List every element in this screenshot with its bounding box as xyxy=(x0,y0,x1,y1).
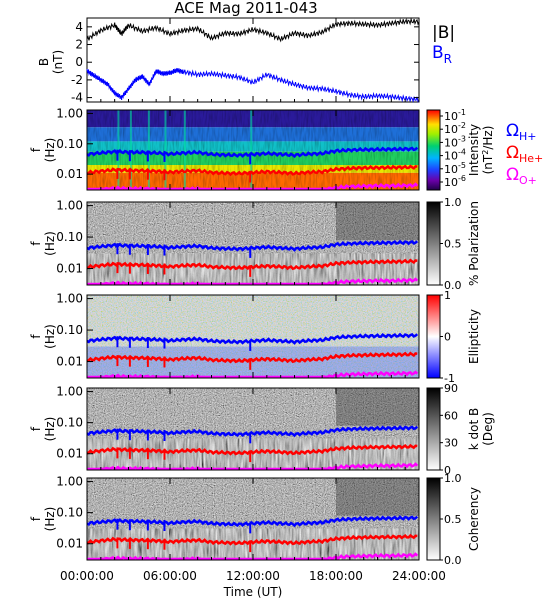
y-tick-label: 1.00 xyxy=(56,199,83,213)
colorbar-tick-label: 1.0 xyxy=(444,196,462,209)
colorbar-tick-label: 0.5 xyxy=(444,238,462,251)
b-ytick-label: -2 xyxy=(71,73,83,87)
freq-ylabel: f xyxy=(29,426,43,431)
y-tick-label: 0.01 xyxy=(56,447,83,461)
gray-dark-region xyxy=(336,388,419,426)
colorbar-label: Intensity xyxy=(467,124,481,176)
y-tick-label: 1.00 xyxy=(56,475,83,489)
b-ytick-label: 4 xyxy=(75,20,83,34)
b-ytick-label: 0 xyxy=(75,55,83,69)
x-tick-label: 06:00:00 xyxy=(143,569,197,583)
colorbar-tick-label: 90 xyxy=(444,382,458,395)
colorbar-tick-base: 10 xyxy=(444,123,458,136)
colorbar-tick-base: 10 xyxy=(444,176,458,189)
gray-dark-region xyxy=(336,478,419,516)
colorbar-label: k dot B xyxy=(467,408,481,450)
legend-b-r-sub: R xyxy=(444,52,452,66)
spectral-panel-coherency: 1.00 0.10 0.01 f (Hz) 1.0 0.5 0.0 Coherency xyxy=(29,472,481,571)
freq-ylabel: f xyxy=(29,147,43,152)
y-tick-label: 0.01 xyxy=(56,262,83,276)
b-ylabel: B xyxy=(37,58,51,66)
freq-ylabel: f xyxy=(29,516,43,521)
y-tick-label: 1.00 xyxy=(56,106,83,120)
spectral-panel-kdotb: 1.00 0.10 0.01 f (Hz) 90 60 30 0 k dot B (Deg) xyxy=(29,382,495,481)
y-tick-label: 1.00 xyxy=(56,292,83,306)
colorbar-tick-exp: -2 xyxy=(458,121,466,130)
colorbar-tick-exp: -1 xyxy=(458,108,466,117)
gray-dark-region xyxy=(336,202,419,240)
colorbar-tick-exp: -5 xyxy=(458,161,466,170)
y-tick-label: 0.01 xyxy=(56,355,83,369)
colorbar-coherency xyxy=(427,478,440,560)
x-tick-label: 12:00:00 xyxy=(226,569,280,583)
y-tick-label: 0.10 xyxy=(56,137,83,151)
b-ytick-label: 2 xyxy=(75,38,83,52)
colorbar-tick-label: 0.5 xyxy=(444,513,462,526)
colorbar-intensity xyxy=(427,110,440,190)
freq-yunit: (Hz) xyxy=(43,324,57,349)
spectral-panel-intensity: 1.000.100.01f (Hz)10-110-210-310-410-510-… xyxy=(29,106,543,200)
colorbar-unit: (nT2/Hz) xyxy=(481,126,495,175)
colorbar-tick-label: 10-6 xyxy=(444,174,466,189)
colorbar-tick-base: 10 xyxy=(444,163,458,176)
freq-ylabel: f xyxy=(29,334,43,339)
y-tick-label: 1.00 xyxy=(56,385,83,399)
colorbar-ellipticity xyxy=(427,295,440,378)
x-axis-label: Time (UT) xyxy=(223,585,283,599)
legend-gyro-2: ΩO+ xyxy=(506,165,537,187)
colorbar-tick-base: 10 xyxy=(444,150,458,163)
y-tick-label: 0.10 xyxy=(56,506,83,520)
freq-ylabel: f xyxy=(29,241,43,246)
y-tick-label: 0.10 xyxy=(56,323,83,337)
colorbar-tick-label: 1.0 xyxy=(444,472,462,485)
colorbar-tick-base: 10 xyxy=(444,136,458,149)
y-tick-label: 0.10 xyxy=(56,416,83,430)
colorbar-tick-exp: -3 xyxy=(458,134,466,143)
freq-yunit: (Hz) xyxy=(43,417,57,442)
figure-title: ACE Mag 2011-043 xyxy=(174,0,317,17)
colorbar-tick-label: 0 xyxy=(444,331,451,344)
colorbar-label: Coherency xyxy=(467,487,481,551)
colorbar-tick-exp: -4 xyxy=(458,148,466,157)
spectral-panel-ellipticity: 1.000.100.01f (Hz)10-1Ellipticity xyxy=(29,289,481,389)
y-tick-label: 0.01 xyxy=(56,167,83,181)
colorbar-tick-base: 10 xyxy=(444,110,458,123)
x-tick-label: 00:00:00 xyxy=(60,569,114,583)
colorbar-tick-label: 30 xyxy=(444,437,458,450)
x-tick-label: 24:00:00 xyxy=(392,569,446,583)
legend-gyro-1: ΩHe+ xyxy=(506,143,543,165)
spectral-panel-polarization: 1.00 0.10 0.01 f (Hz) 1.0 0.5 0.0 % Polarization xyxy=(29,196,481,296)
colorbar-tick-label: 1 xyxy=(444,289,451,302)
colorbar-kdotb xyxy=(427,388,440,470)
colorbar-tick-label: 60 xyxy=(444,409,458,422)
intensity-streak xyxy=(184,110,186,190)
legend-b-r: BR xyxy=(432,43,452,66)
spectral-panels: 1.000.100.01f (Hz)10-110-210-310-410-510-… xyxy=(29,106,543,570)
colorbar-unit: (Deg) xyxy=(481,412,495,446)
colorbar-polarization xyxy=(427,202,440,285)
b-ytick-label: -4 xyxy=(71,91,83,105)
legend-b-r-main: B xyxy=(432,43,444,63)
y-tick-label: 0.01 xyxy=(56,537,83,551)
colorbar-label: % Polarization xyxy=(467,201,481,286)
b-yunit: (nT) xyxy=(51,50,65,74)
x-tick-label: 18:00:00 xyxy=(309,569,363,583)
freq-yunit: (Hz) xyxy=(43,507,57,532)
legend-gyro-0: ΩH+ xyxy=(506,121,537,143)
colorbar-label: Ellipticity xyxy=(467,309,481,364)
freq-yunit: (Hz) xyxy=(43,231,57,256)
freq-yunit: (Hz) xyxy=(43,138,57,163)
colorbar-tick-exp: -6 xyxy=(458,174,466,183)
b-field-panel: 420-2-4 B (nT) |B| BR xyxy=(37,18,455,105)
legend-b-mag: |B| xyxy=(432,23,455,43)
y-tick-label: 0.10 xyxy=(56,230,83,244)
colorbar-tick-label: 0.0 xyxy=(444,554,462,567)
